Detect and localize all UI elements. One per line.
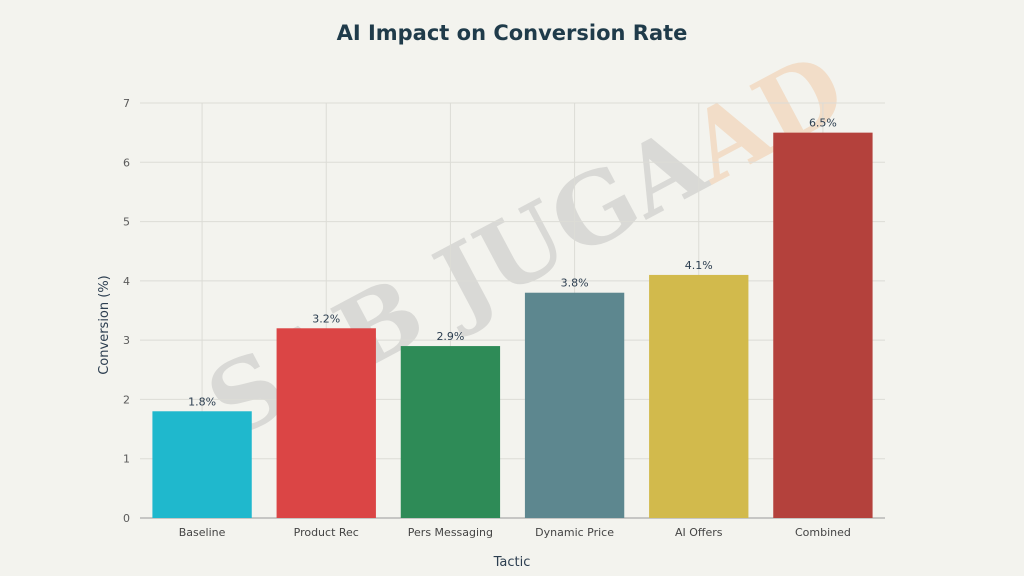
bar-dynamic-price [524,292,625,518]
chart-title: AI Impact on Conversion Rate [337,21,688,45]
category-label: Combined [795,526,851,539]
y-axis-title: Conversion (%) [97,275,112,375]
data-label: 4.1% [685,259,713,272]
bar-pers-messaging [400,346,501,518]
data-label: 3.2% [312,312,340,325]
y-axis-ticks: 0 1 2 3 4 5 6 7 [123,97,130,525]
category-label: Product Rec [294,526,359,539]
data-label: 2.9% [436,330,464,343]
y-tick-label: 0 [123,512,130,525]
data-label: 1.8% [188,395,216,408]
category-label: Pers Messaging [408,526,493,539]
data-label: 3.8% [561,277,589,290]
y-tick-label: 6 [123,156,130,169]
y-tick-label: 4 [123,275,130,288]
y-tick-label: 2 [123,393,130,406]
bar-baseline [152,411,252,518]
bar-series [152,132,873,518]
y-tick-label: 5 [123,216,130,229]
y-tick-label: 1 [123,453,130,466]
category-label: AI Offers [675,526,723,539]
bar-product-rec [276,328,376,518]
y-tick-label: 3 [123,334,130,347]
category-label: Baseline [179,526,226,539]
bar-ai-offers [649,274,749,518]
bar-combined [773,132,873,518]
x-axis-categories: Baseline Product Rec Pers Messaging Dynamic… [179,526,851,539]
y-tick-label: 7 [123,97,130,110]
category-label: Dynamic Price [535,526,614,539]
data-labels: 1.8% 3.2% 2.9% 3.8% 4.1% 6.5% [188,117,837,409]
x-axis-title: Tactic [493,555,531,570]
data-label: 6.5% [809,117,837,130]
